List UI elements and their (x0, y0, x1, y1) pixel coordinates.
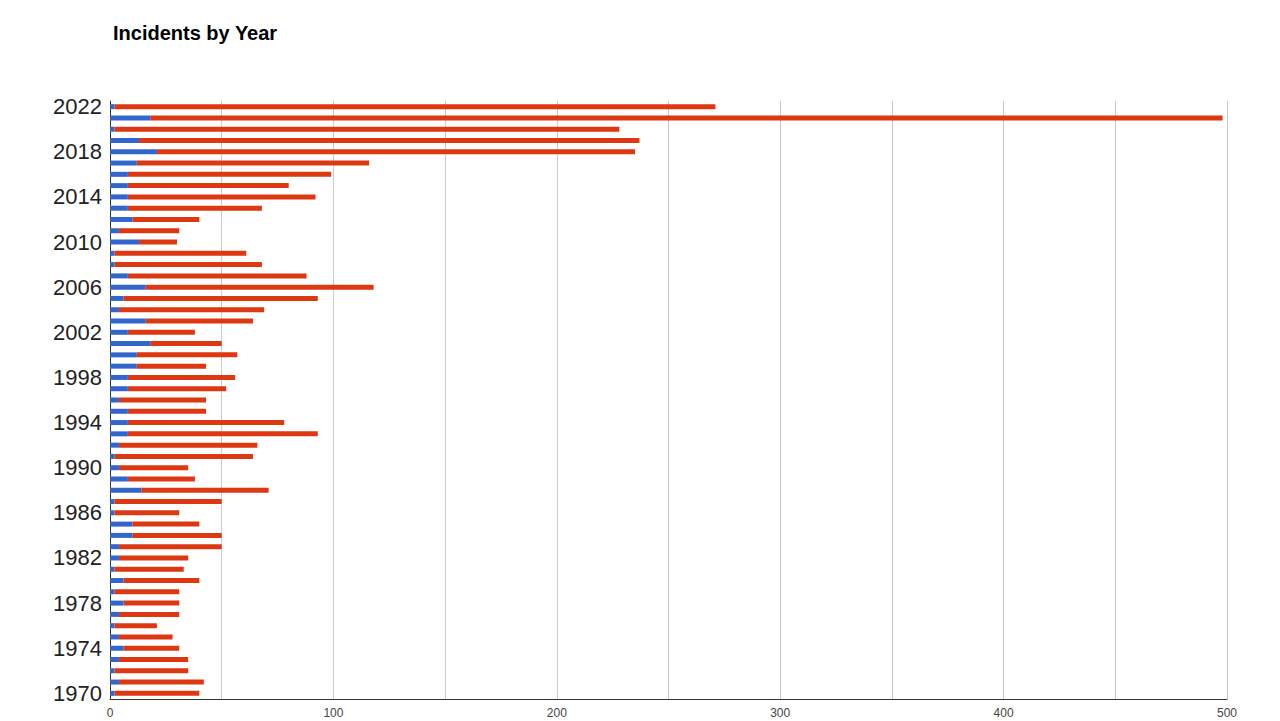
svg-text:2002: 2002 (53, 320, 102, 345)
svg-text:1974: 1974 (53, 636, 102, 661)
svg-text:1990: 1990 (53, 455, 102, 480)
svg-text:100: 100 (323, 706, 343, 720)
svg-text:2022: 2022 (53, 94, 102, 119)
svg-text:500: 500 (1217, 706, 1237, 720)
svg-text:1994: 1994 (53, 410, 102, 435)
svg-text:2006: 2006 (53, 275, 102, 300)
svg-text:300: 300 (770, 706, 790, 720)
svg-text:1982: 1982 (53, 545, 102, 570)
svg-text:1978: 1978 (53, 591, 102, 616)
svg-text:1986: 1986 (53, 500, 102, 525)
svg-text:200: 200 (547, 706, 567, 720)
svg-text:2010: 2010 (53, 230, 102, 255)
svg-text:2018: 2018 (53, 139, 102, 164)
svg-text:2014: 2014 (53, 184, 102, 209)
svg-text:Incidents by Year: Incidents by Year (113, 22, 277, 44)
svg-text:1970: 1970 (53, 681, 102, 706)
svg-text:1998: 1998 (53, 365, 102, 390)
svg-text:0: 0 (107, 706, 114, 720)
svg-text:400: 400 (994, 706, 1014, 720)
